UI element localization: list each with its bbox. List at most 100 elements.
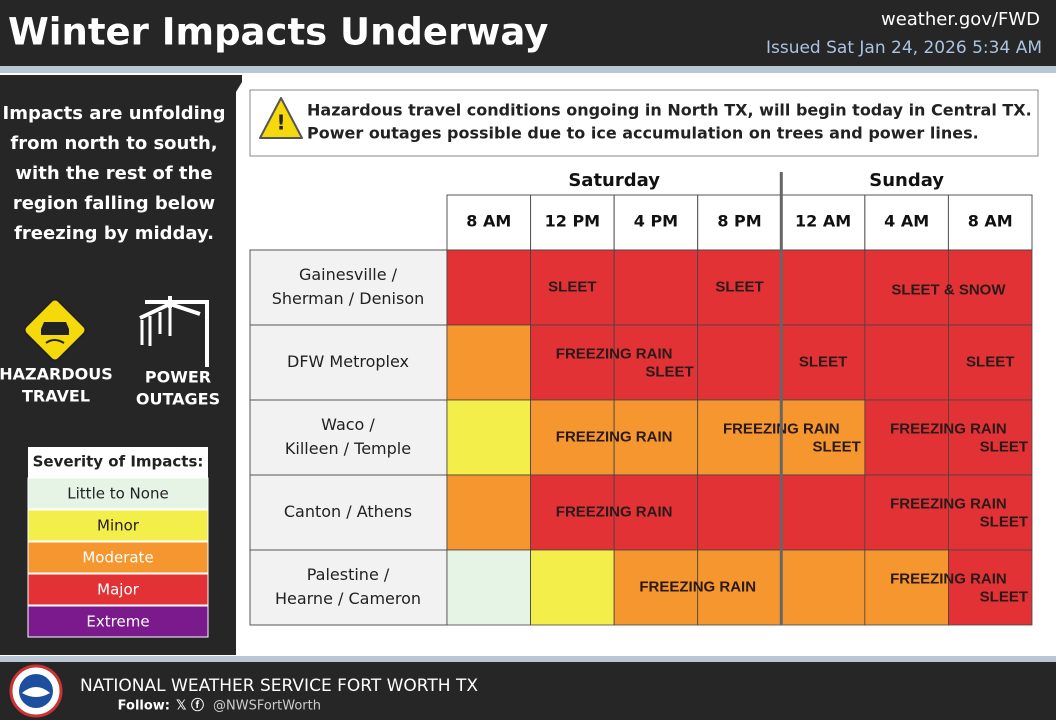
summary-line: region falling below [13,193,215,214]
location: Canton / Athens [284,502,412,521]
power-icon [139,296,209,367]
impact-cell [446,474,531,551]
header-bar [0,0,1056,66]
time-label: 12 PM [545,212,600,231]
legend-label: Extreme [86,613,149,631]
impact-label: SLEET & SNOW [891,281,1006,298]
impact-cell [948,399,1033,476]
issued: Issued Sat Jan 24, 2026 5:34 AM [766,38,1042,58]
impact-label: FREEZING RAIN [890,420,1007,437]
alert-line: Hazardous travel conditions ongoing in N… [307,101,1032,120]
impact-cell [446,549,531,626]
title: Winter Impacts Underway [8,11,548,54]
impact-cell [864,399,949,476]
row-header [249,249,448,326]
legend-swatch [27,477,209,510]
impact-cell [948,549,1033,626]
alert-line: Power outages possible due to ice accumu… [307,124,979,143]
impact-cell [697,324,782,401]
impact-label: FREEZING RAIN [639,578,756,595]
impact-cell [948,474,1033,551]
impact-label: FREEZING RAIN [556,503,673,520]
impact-cell [780,324,866,401]
time-header [780,194,866,251]
location: Waco / [321,415,375,434]
time-label: 12 AM [795,212,851,231]
office: NATIONAL WEATHER SERVICE FORT WORTH TX [80,676,478,696]
impact-cell [530,399,615,476]
footer-stripe [0,656,1056,662]
icon-label: OUTAGES [136,390,220,409]
impact-cell [613,549,699,626]
impact-cell [530,549,615,626]
legend-label: Little to None [67,485,168,503]
hazard-icon [23,298,87,362]
location: DFW Metroplex [287,352,409,371]
icon-label: HAZARDOUS [0,365,113,384]
warning-icon: ! [259,97,303,139]
impact-cell [780,549,866,626]
impact-cell [697,549,782,626]
time-label: 8 AM [466,212,511,231]
header-stripe [0,66,1056,73]
impact-cell [864,474,949,551]
day-label: Saturday [568,170,660,191]
location: Hearne / Cameron [275,589,421,608]
time-header [530,194,615,251]
time-label: 4 PM [634,212,678,231]
impact-label: SLEET [715,278,763,295]
handle: @NWSFortWorth [213,699,321,714]
impact-cell [864,324,949,401]
impact-label: SLEET [548,278,596,295]
time-label: 4 AM [884,212,929,231]
legend-swatch [27,605,209,638]
impact-cell [780,474,866,551]
legend-swatch [27,541,209,574]
impact-cell [446,399,531,476]
footer-bar [0,662,1056,720]
impact-cell [948,249,1033,326]
location: Killeen / Temple [285,439,411,458]
impact-cell [697,399,782,476]
alert-box [249,89,1039,157]
impact-label: FREEZING RAIN [890,570,1007,587]
impact-cell [446,324,531,401]
time-header [697,194,782,251]
legend-swatch [27,573,209,606]
impact-cell [864,249,949,326]
time-header [613,194,699,251]
impact-cell [948,324,1033,401]
impact-cell [613,249,699,326]
impact-label: FREEZING RAIN [556,428,673,445]
impact-cell [864,549,949,626]
impact-cell [613,324,699,401]
impact-label: FREEZING RAIN [890,495,1007,512]
summary-line: Impacts are unfolding [3,103,226,124]
legend-label: Moderate [82,549,153,567]
row-header [249,399,448,476]
row-header [249,324,448,401]
row-header [249,474,448,551]
impact-label: SLEET [980,513,1028,530]
location: Sherman / Denison [272,289,425,308]
impact-label: FREEZING RAIN [556,345,673,362]
nws-logo [9,664,63,718]
impact-cell [530,249,615,326]
day-label: Sunday [869,170,944,191]
legend-label: Minor [97,517,140,535]
summary-line: with the rest of the [15,163,212,184]
row-header [249,549,448,626]
time-label: 8 AM [968,212,1013,231]
impact-cell [613,474,699,551]
follow: Follow: [118,699,170,714]
impact-label: SLEET [980,588,1028,605]
summary-line: from north to south, [10,133,217,154]
location: Palestine / [307,565,390,584]
impact-cell [697,474,782,551]
legend-swatch [27,509,209,542]
impact-cell [613,399,699,476]
icon-label: POWER [145,368,211,387]
impact-label: SLEET [799,353,847,370]
